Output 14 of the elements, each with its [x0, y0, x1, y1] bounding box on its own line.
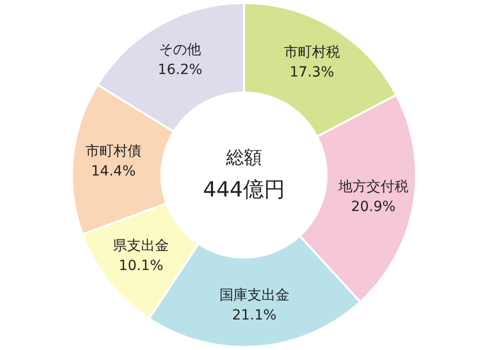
data-label: 21.1%	[232, 308, 277, 324]
slice-label: 市町村税	[284, 44, 340, 60]
data-label: 20.9%	[351, 199, 396, 216]
data-label: 17.3%	[290, 64, 334, 80]
text: 総額	[225, 148, 262, 169]
text: 444億円	[202, 177, 286, 202]
data-label: 16.2%	[158, 62, 202, 78]
data-label: 14.4%	[91, 163, 136, 180]
slice-label: 県支出金	[113, 238, 170, 254]
slice-label: その他	[159, 42, 202, 58]
data-label: 10.1%	[118, 258, 164, 274]
slice-label: 地方交付税	[337, 179, 408, 196]
slice-label: 国庫支出金	[219, 288, 290, 304]
slice-label: 市町村債	[85, 143, 142, 160]
